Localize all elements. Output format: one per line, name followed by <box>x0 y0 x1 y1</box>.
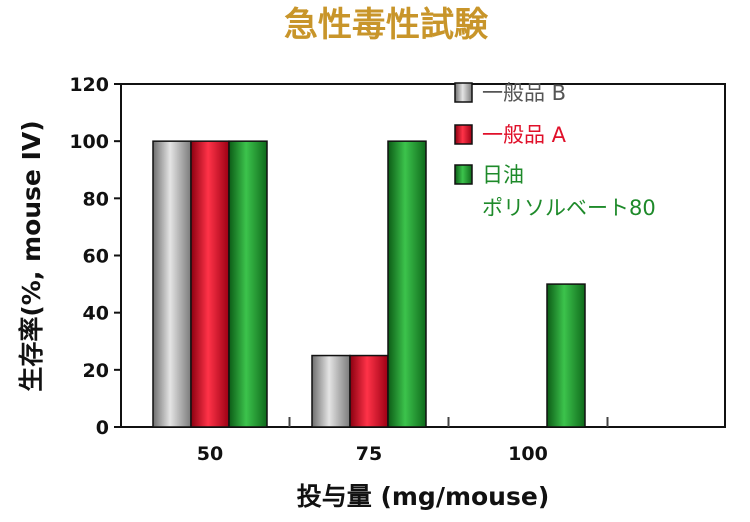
x-axis-label: 投与量 (mg/mouse) <box>297 482 550 511</box>
y-tick-label: 100 <box>69 131 109 153</box>
y-tick-label: 120 <box>69 74 109 96</box>
legend-label: 日油ポリソルベート80 <box>482 163 656 220</box>
bar <box>349 354 389 428</box>
y-axis-label: 生存率(%, mouse IV) <box>17 120 46 391</box>
x-axis: 50 75 100 <box>197 417 609 465</box>
y-tick-label: 0 <box>96 417 109 439</box>
chart-title: 急性毒性試験 <box>284 5 489 45</box>
y-tick-label: 20 <box>83 360 109 382</box>
x-tick-label: 100 <box>508 443 548 465</box>
y-axis: 0 20 40 60 80 100 120 <box>69 74 121 439</box>
legend: 一般品 B 一般品 A 日油ポリソルベート80 <box>454 81 656 220</box>
legend-label: 一般品 B <box>482 81 566 105</box>
legend-swatch <box>454 164 473 185</box>
bar <box>228 140 268 428</box>
y-tick-label: 80 <box>83 188 109 210</box>
bar <box>152 140 192 428</box>
legend-swatch <box>454 82 473 103</box>
bar <box>387 140 427 428</box>
bars <box>152 140 586 428</box>
y-tick-label: 40 <box>83 303 109 325</box>
bar <box>546 283 586 428</box>
legend-swatch <box>454 124 473 145</box>
bar <box>190 140 230 428</box>
y-tick-label: 60 <box>83 246 109 268</box>
x-tick-label: 50 <box>197 443 223 465</box>
legend-label: 一般品 A <box>482 123 567 147</box>
bar <box>311 354 351 428</box>
x-tick-label: 75 <box>356 443 382 465</box>
